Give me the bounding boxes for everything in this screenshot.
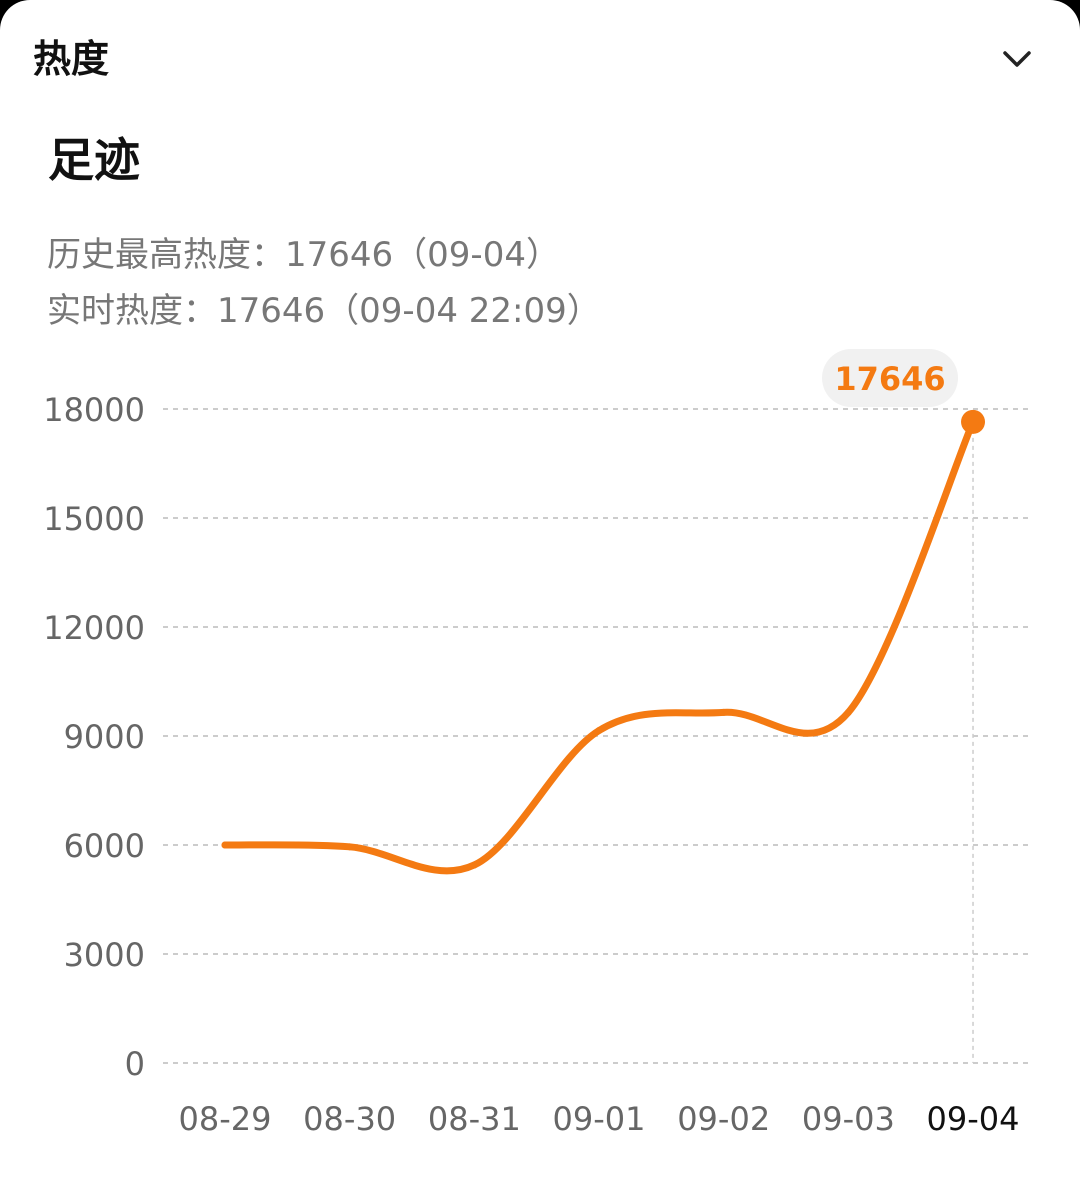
- x-tick-label: 09-04: [927, 1100, 1020, 1138]
- data-point: [470, 861, 478, 869]
- x-tick-label: 09-03: [802, 1100, 895, 1138]
- peak-heat-text: 历史最高热度：17646（09-04）: [47, 235, 560, 275]
- x-tick-label: 08-29: [179, 1100, 272, 1138]
- x-tick-label: 09-01: [553, 1100, 646, 1138]
- section-title: 足迹: [48, 133, 140, 187]
- card-title: 热度: [33, 37, 110, 81]
- highlight-point: [961, 409, 986, 434]
- realtime-heat-text: 实时热度：17646（09-04 22:09）: [47, 291, 601, 331]
- data-point: [346, 843, 354, 851]
- y-tick-label: 15000: [43, 500, 145, 538]
- value-tooltip: [822, 349, 959, 407]
- data-point: [844, 708, 852, 716]
- series-line: [221, 418, 977, 875]
- collapse-button[interactable]: [990, 36, 1044, 82]
- y-tick-label: 18000: [43, 391, 145, 429]
- y-tick-label: 3000: [64, 936, 145, 974]
- data-point: [595, 727, 603, 735]
- chevron-down-icon: [1003, 51, 1031, 67]
- y-tick-label: 9000: [64, 718, 145, 756]
- x-tick-label: 08-30: [303, 1100, 396, 1138]
- y-tick-label: 12000: [43, 609, 145, 647]
- x-tick-label: 09-02: [677, 1100, 770, 1138]
- y-tick-label: 0: [125, 1045, 145, 1083]
- x-tick-label: 08-31: [428, 1100, 521, 1138]
- data-point: [221, 841, 229, 849]
- value-tooltip-label: 17646: [834, 360, 945, 398]
- y-tick-label: 6000: [64, 827, 145, 865]
- data-point: [720, 708, 728, 716]
